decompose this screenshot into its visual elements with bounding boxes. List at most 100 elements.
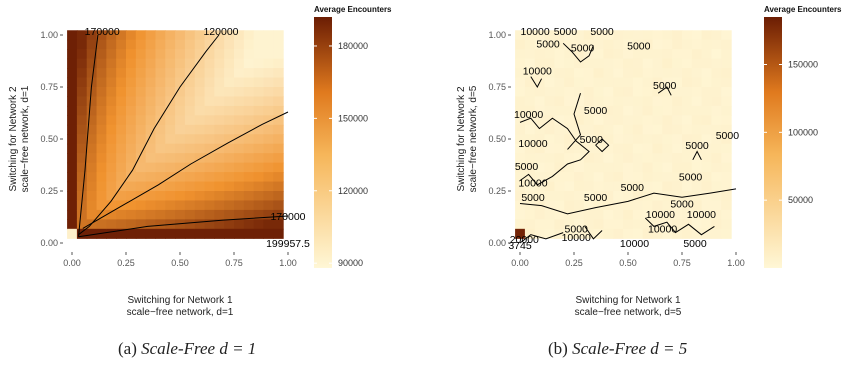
heatmap-cell <box>184 49 196 60</box>
heatmap-cell <box>126 228 137 239</box>
heatmap-cell <box>574 87 585 98</box>
heatmap-cell <box>534 134 546 145</box>
heatmap-cell <box>155 77 166 88</box>
heatmap-cell <box>126 87 137 98</box>
heatmap-cell <box>515 49 526 60</box>
heatmap-cell <box>204 68 215 79</box>
contour-label: 5000 <box>554 26 578 38</box>
heatmap-cell <box>263 39 274 50</box>
heatmap-cell <box>145 143 157 154</box>
heatmap-cell <box>106 115 117 126</box>
heatmap-cell <box>165 228 176 239</box>
heatmap-cell <box>534 124 546 135</box>
heatmap-cell <box>613 49 624 60</box>
heatmap-cell <box>524 68 536 79</box>
heatmap-cell <box>593 172 605 183</box>
heatmap-cell <box>701 153 713 164</box>
heatmap-cell <box>642 77 654 88</box>
heatmap-cell <box>632 39 644 50</box>
contour-line <box>567 93 582 150</box>
heatmap-cell <box>145 181 157 192</box>
heatmap-cell <box>544 181 555 192</box>
heatmap-cell <box>253 105 265 116</box>
heatmap-cell <box>263 143 274 154</box>
heatmap-cell <box>273 162 284 173</box>
heatmap-cell <box>194 191 206 202</box>
heatmap-cell <box>194 209 206 220</box>
heatmap-cell <box>67 96 78 107</box>
legend-colorbar-b <box>764 17 782 268</box>
heatmap-cell <box>652 68 663 79</box>
heatmap-cell <box>96 200 107 211</box>
heatmap-cell <box>613 115 624 126</box>
heatmap-cell <box>632 181 644 192</box>
heatmap-cell <box>701 181 713 192</box>
heatmap-cell <box>711 153 722 164</box>
heatmap-cell <box>155 200 166 211</box>
heatmap-cell <box>711 105 722 116</box>
heatmap-cell <box>145 96 157 107</box>
heatmap-cell <box>515 30 526 41</box>
heatmap-cell <box>263 181 274 192</box>
contour-line <box>657 86 672 96</box>
heatmap-cell <box>652 200 663 211</box>
heatmap-cell <box>564 39 575 50</box>
contour-label: 5000 <box>685 140 709 152</box>
heatmap-cell <box>67 134 78 145</box>
heatmap-cell <box>583 68 595 79</box>
heatmap-cell <box>701 228 713 239</box>
heatmap-cell <box>243 87 255 98</box>
heatmap-cell <box>126 200 137 211</box>
heatmap-cell <box>67 219 78 230</box>
heatmap-cell <box>554 58 565 69</box>
heatmap-cell <box>96 58 107 69</box>
heatmap-cell <box>662 30 673 41</box>
heatmap-cell <box>106 124 117 135</box>
heatmap-cell <box>721 77 732 88</box>
contour-label: 5000 <box>683 238 707 250</box>
heatmap-cell <box>593 39 605 50</box>
heatmap-cell <box>165 124 176 135</box>
heatmap-cell <box>155 68 166 79</box>
heatmap-cell <box>135 49 147 60</box>
heatmap-cell <box>593 200 605 211</box>
heatmap-cell <box>682 181 693 192</box>
heatmap-cell <box>701 87 713 98</box>
heatmap-cell <box>672 209 683 220</box>
heatmap-cell <box>515 143 526 154</box>
heatmap-cell <box>155 209 166 220</box>
contour-label: 170000 <box>85 26 120 38</box>
heatmap-cell <box>642 96 654 107</box>
heatmap-cell <box>652 30 663 41</box>
heatmap-cell <box>544 30 555 41</box>
heatmap-cell <box>76 181 88 192</box>
contour-label: 120000 <box>203 26 238 38</box>
heatmap-cell <box>524 162 536 173</box>
legend-b: Average Encounters 50000 100000 150000 <box>764 5 842 268</box>
heatmap-cell <box>662 39 673 50</box>
heatmap-cell <box>682 115 693 126</box>
heatmap-cell <box>701 172 713 183</box>
heatmap-cell <box>135 87 147 98</box>
heatmap-cell <box>574 134 585 145</box>
heatmap-cell <box>652 105 663 116</box>
heatmap-cell <box>263 162 274 173</box>
heatmap-cell <box>593 96 605 107</box>
heatmap-cell <box>682 200 693 211</box>
heatmap-cell <box>86 124 98 135</box>
heatmap-cell <box>603 87 614 98</box>
heatmap-cell <box>234 58 245 69</box>
heatmap-cell <box>214 134 225 145</box>
contour-label: 199957.5 <box>266 238 310 250</box>
heatmap-cell <box>574 219 585 230</box>
heatmap-cell <box>593 77 605 88</box>
heatmap-cell <box>263 30 274 41</box>
heatmap-cell <box>263 58 274 69</box>
contour-line <box>519 232 564 244</box>
heatmap-cell <box>613 219 624 230</box>
heatmap-cell <box>682 58 693 69</box>
heatmap-cell <box>682 153 693 164</box>
heatmap-cell <box>672 49 683 60</box>
heatmap-cell <box>574 49 585 60</box>
